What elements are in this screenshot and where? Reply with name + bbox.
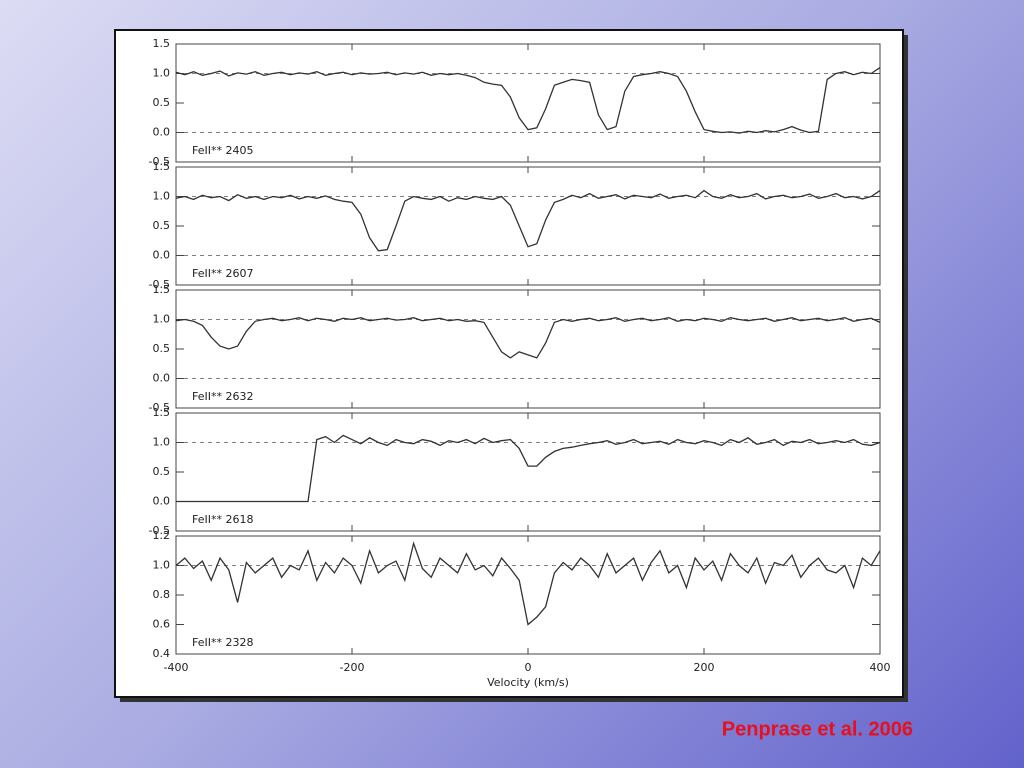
- figure-frame: [114, 29, 904, 698]
- y-tick-label: 0.0: [153, 126, 171, 139]
- panel-label: FeII** 2607: [192, 267, 253, 280]
- y-tick-label: 1.5: [153, 160, 171, 173]
- y-tick-label: -0.5: [149, 278, 170, 291]
- y-tick-label: 1.0: [153, 436, 171, 449]
- y-tick-label: 1.2: [153, 529, 171, 542]
- y-tick-label: 0.0: [153, 372, 171, 385]
- y-tick-label: 1.0: [153, 559, 171, 572]
- y-tick-label: -0.5: [149, 524, 170, 537]
- panel-label: FeII** 2328: [192, 636, 253, 649]
- caption: Penprase et al. 2006: [722, 718, 913, 740]
- spectrum-line: [175, 317, 881, 359]
- spectrum-line: [176, 434, 881, 503]
- y-tick-label: 0.5: [153, 465, 171, 478]
- x-axis-title: Velocity (km/s): [487, 676, 569, 689]
- y-tick-label: -0.5: [149, 155, 170, 168]
- panel-label: FeII** 2632: [192, 390, 253, 403]
- y-tick-label: 1.0: [153, 313, 171, 326]
- y-tick-label: 0.6: [153, 618, 171, 631]
- spectrum-line: [175, 189, 881, 252]
- y-tick-label: 0.0: [153, 495, 171, 508]
- y-tick-label: 0.5: [153, 342, 171, 355]
- y-tick-label: 0.8: [153, 588, 171, 601]
- y-tick-label: 0.4: [153, 647, 171, 660]
- y-tick-label: 1.5: [153, 283, 171, 296]
- x-tick-label: 400: [870, 661, 891, 674]
- y-tick-label: 0.5: [153, 219, 171, 232]
- y-tick-label: 1.0: [153, 190, 171, 203]
- y-tick-label: -0.5: [149, 401, 170, 414]
- x-tick-label: 0: [525, 661, 532, 674]
- spectrum-line: [175, 541, 881, 626]
- y-tick-label: 1.5: [153, 37, 171, 50]
- spectrum-line: [175, 67, 881, 134]
- y-tick-label: 1.5: [153, 406, 171, 419]
- y-tick-label: 1.0: [153, 67, 171, 80]
- panel-label: FeII** 2405: [192, 144, 253, 157]
- x-tick-label: -200: [340, 661, 365, 674]
- x-tick-label: 200: [694, 661, 715, 674]
- y-tick-label: 0.5: [153, 96, 171, 109]
- panel-label: FeII** 2618: [192, 513, 253, 526]
- y-tick-label: 0.0: [153, 249, 171, 262]
- x-tick-label: -400: [164, 661, 189, 674]
